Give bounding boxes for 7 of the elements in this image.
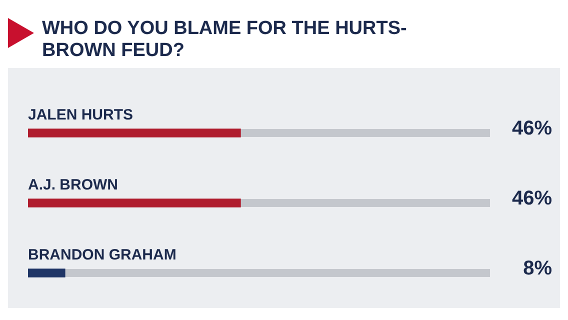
y-tick-label: JALEN HURTS bbox=[28, 106, 134, 124]
y-tick-label: A.J. BROWN bbox=[28, 176, 118, 194]
data-label: 46% bbox=[512, 118, 552, 140]
chart-title: WHO DO YOU BLAME FOR THE HURTS-BROWN FEUD? bbox=[42, 18, 408, 62]
data-label: 8% bbox=[523, 258, 552, 280]
y-tick-label: BRANDON GRAHAM bbox=[28, 246, 176, 264]
data-label: 46% bbox=[512, 188, 552, 210]
